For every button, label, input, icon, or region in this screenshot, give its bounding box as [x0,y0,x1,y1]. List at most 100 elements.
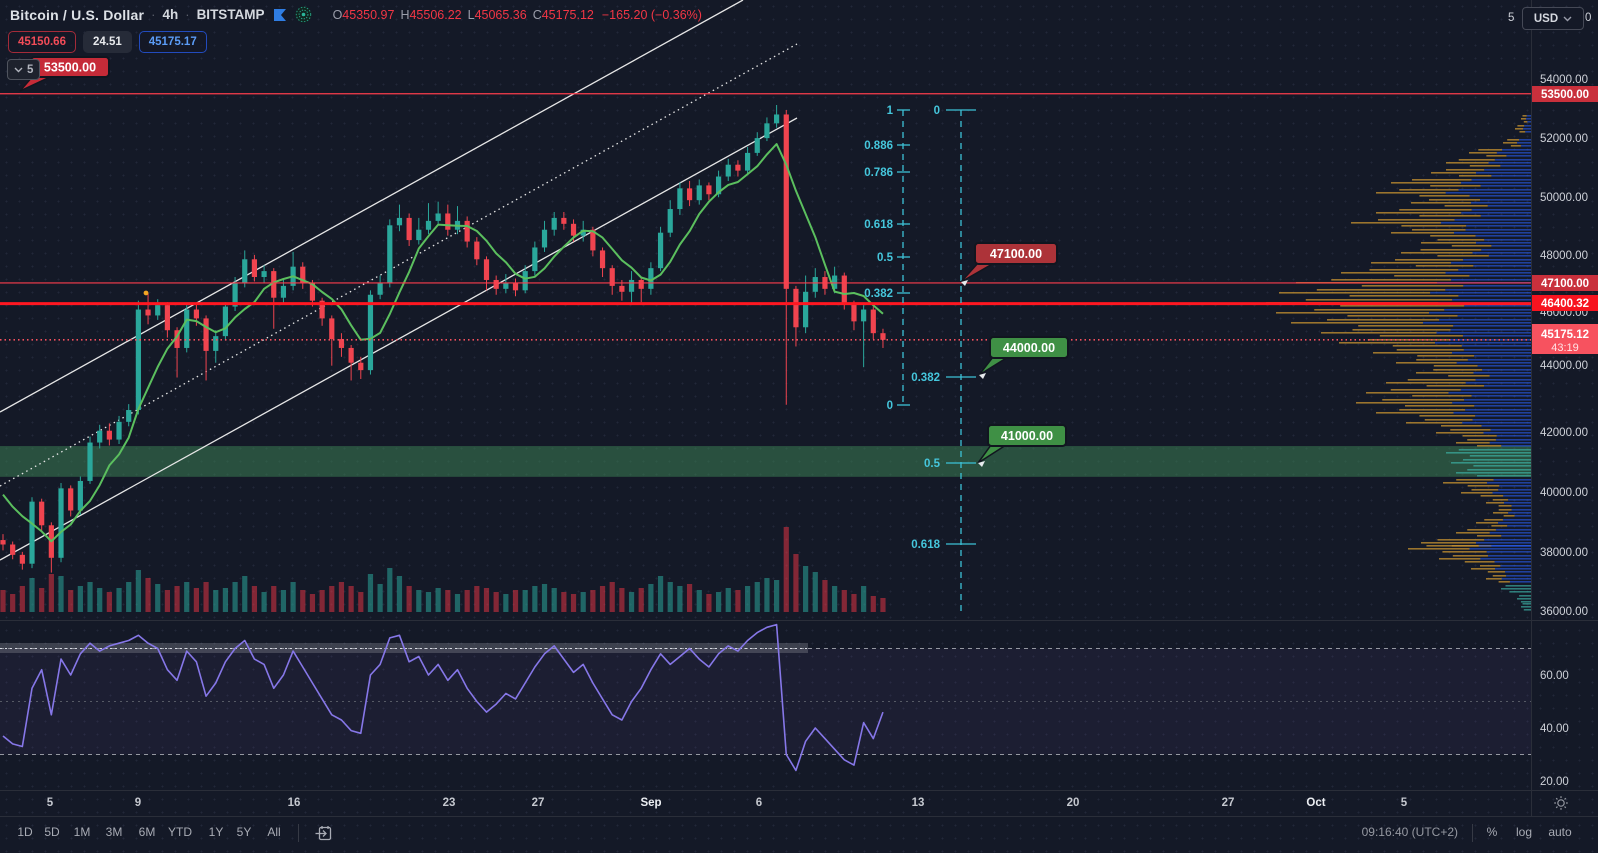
interval-label[interactable]: 4h [162,7,179,22]
go-to-date-button[interactable] [314,823,335,849]
callout-label[interactable]: 44000.00 [978,336,1069,379]
svg-text:20: 20 [1067,797,1080,809]
svg-text:0.786: 0.786 [864,167,893,179]
svg-text:0.618: 0.618 [911,539,940,551]
svg-text:45175.12: 45175.12 [1541,329,1589,341]
log-scale-button[interactable]: log [1515,825,1533,839]
range-button-1m[interactable]: 1M [73,825,91,839]
clock-readout[interactable]: 09:16:40 (UTC+2) [1361,825,1458,839]
range-button-5y[interactable]: 5Y [236,825,252,839]
svg-text:41000.00: 41000.00 [1001,429,1053,443]
toolbar-divider [298,824,299,842]
parallel-channel[interactable] [0,0,798,561]
svg-text:38000.00: 38000.00 [1540,547,1588,559]
svg-text:5: 5 [47,797,54,809]
change-readout: −165.20 (−0.36%) [601,7,702,22]
svg-text:6: 6 [756,797,762,809]
range-button-6m[interactable]: 6M [138,825,156,839]
volume-profile [1266,115,1531,611]
time-axis[interactable]: 5 9 16 23 27 Sep 6 13 20 27 Oct 5 [47,797,1408,809]
svg-text:53500.00: 53500.00 [44,61,96,75]
axis-partial-text: 5 [1508,12,1514,24]
exchange-label: BITSTAMP [196,7,265,22]
chevron-down-icon [14,67,23,72]
svg-text:43:19: 43:19 [1551,342,1579,354]
range-button-1d[interactable]: 1D [17,825,33,839]
range-button-5d[interactable]: 5D [44,825,60,839]
svg-text:27: 27 [1222,797,1235,809]
svg-text:0.886: 0.886 [864,140,893,152]
svg-text:50000.00: 50000.00 [1540,192,1588,204]
svg-text:40000.00: 40000.00 [1540,487,1588,499]
volume-histogram [0,527,886,612]
svg-text:47100.00: 47100.00 [990,247,1042,261]
svg-text:48000.00: 48000.00 [1540,250,1588,262]
currency-dropdown[interactable]: USD [1522,7,1584,30]
fib-retracement-2[interactable]: 0 0.382 0.5 0.618 [911,105,976,612]
ma-line [2,143,884,543]
support-zone-band [0,446,1531,477]
svg-text:0: 0 [887,400,893,412]
svg-text:53500.00: 53500.00 [1541,89,1589,101]
separator-dot: · [151,7,156,22]
price-axis[interactable]: 54000.0052000.0050000.0048000.0046000.00… [1508,12,1598,788]
svg-text:0.5: 0.5 [924,458,941,470]
instrument-logo [295,6,312,23]
alert-count-dropdown[interactable]: 5 [7,59,41,80]
calendar-arrow-icon [315,826,332,841]
svg-text:54000.00: 54000.00 [1540,74,1588,86]
symbol-title[interactable]: Bitcoin / U.S. Dollar [10,6,145,23]
price-chips: 45150.66 24.51 45175.17 [8,31,207,53]
svg-text:23: 23 [443,797,456,809]
separator-dot: · [185,7,190,22]
svg-text:16: 16 [288,797,301,809]
svg-text:1: 1 [887,105,894,117]
callout-label[interactable]: 47100.00 [960,242,1058,286]
svg-text:44000.00: 44000.00 [1540,360,1588,372]
axis-price-label: 53500.00 [1532,86,1598,102]
ask-price-chip[interactable]: 45175.17 [138,31,207,53]
svg-text:47100.00: 47100.00 [1541,278,1589,290]
flag-icon[interactable] [272,7,288,23]
axis-price-label: 47100.00 [1532,275,1598,291]
bottom-toolbar: 1D 5D 1M 3M 6M YTD 1Y 5Y All 09:16:40 (UTC+2) % … [0,817,1598,853]
range-button-all[interactable]: All [267,825,281,839]
range-button-ytd[interactable]: YTD [168,825,192,839]
svg-text:0.618: 0.618 [864,219,893,231]
svg-text:44000.00: 44000.00 [1003,341,1055,355]
auto-scale-button[interactable]: auto [1548,825,1572,839]
brightness-icon[interactable] [1554,796,1568,810]
svg-text:36000.00: 36000.00 [1540,606,1588,618]
range-button-3m[interactable]: 3M [105,825,123,839]
alert-marker-dot [143,290,149,296]
rsi-line [2,623,884,772]
svg-text:52000.00: 52000.00 [1540,133,1588,145]
svg-text:60.00: 60.00 [1540,670,1569,682]
svg-text:0.5: 0.5 [877,252,894,264]
spread-chip[interactable]: 24.51 [82,31,132,53]
svg-text:46400.32: 46400.32 [1541,298,1589,310]
svg-text:Oct: Oct [1306,797,1325,809]
svg-text:0.382: 0.382 [911,372,940,384]
svg-text:0.382: 0.382 [864,288,893,300]
symbol-header: Bitcoin / U.S. Dollar · 4h · BITSTAMP O4… [10,6,702,23]
fib-retracement-1[interactable]: 1 0.886 0.786 0.618 0.5 0.382 0 [864,105,910,412]
svg-text:9: 9 [135,797,141,809]
range-button-1y[interactable]: 1Y [208,825,224,839]
bid-price-chip[interactable]: 45150.66 [8,31,76,53]
ohlc-readout: O45350.97 H45506.22 L45065.36 C45175.12 … [332,7,702,22]
svg-text:Sep: Sep [640,797,661,809]
price-level-lines[interactable] [0,93,1531,341]
callout-label[interactable]: 41000.00 [977,424,1067,467]
svg-text:0: 0 [934,105,940,117]
axis-price-label: 46400.32 [1532,295,1598,311]
toolbar-divider [1472,824,1473,842]
svg-text:20.00: 20.00 [1540,776,1569,788]
axis-partial-text: 0 [1585,12,1591,24]
rsi-pane [0,623,1531,772]
svg-text:13: 13 [912,797,925,809]
percent-scale-button[interactable]: % [1486,825,1498,839]
svg-text:5: 5 [1401,797,1408,809]
